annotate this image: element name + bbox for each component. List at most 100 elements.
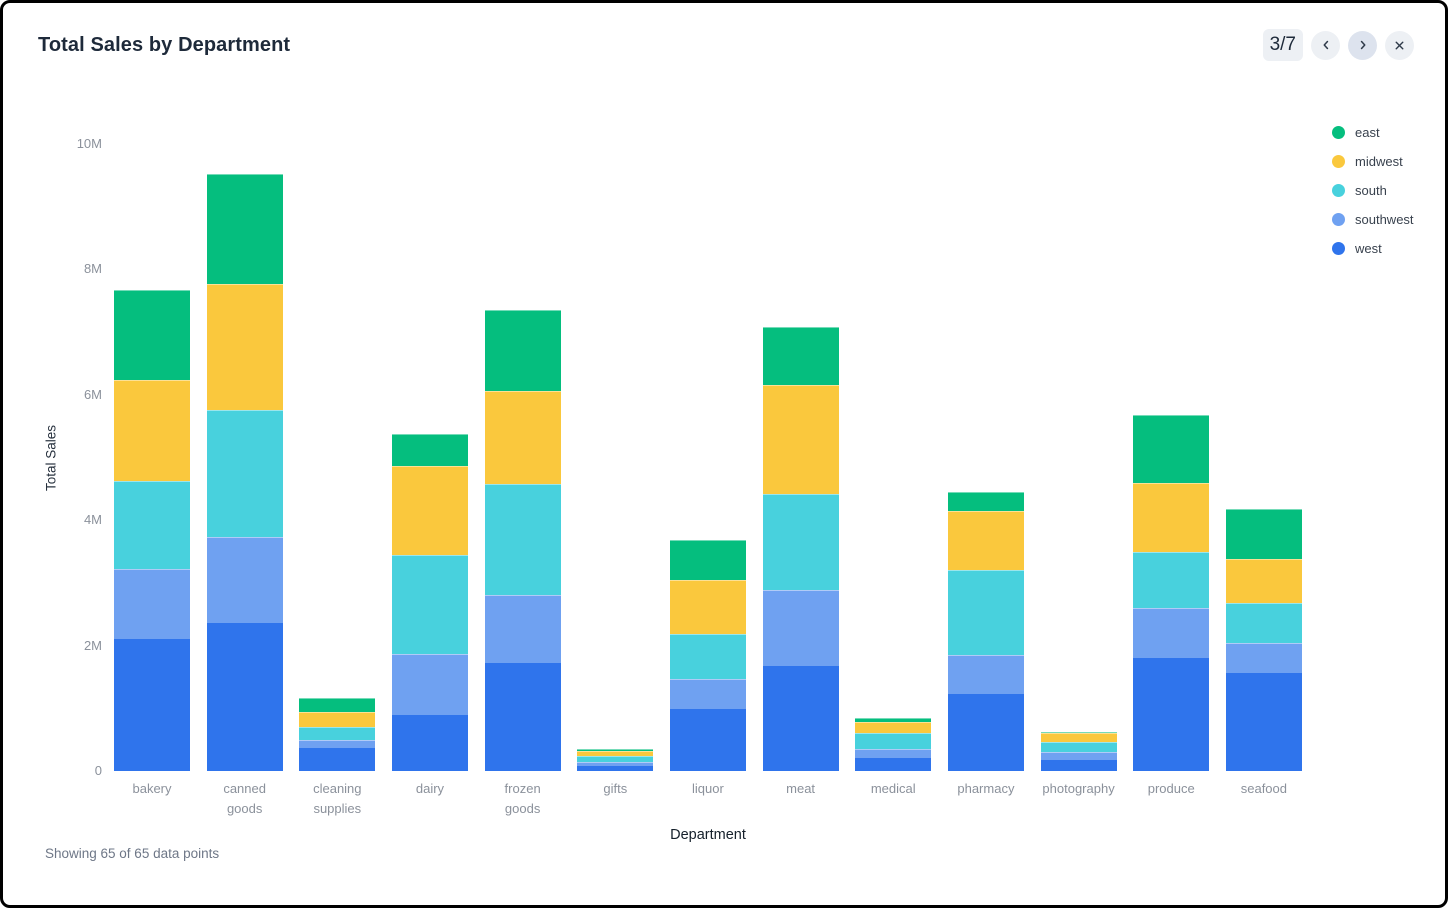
bar-dairy bbox=[391, 144, 468, 771]
y-tick-label: 4M bbox=[83, 512, 102, 528]
y-tick-label: 8M bbox=[83, 261, 102, 277]
bar-segment-midwest-medical[interactable] bbox=[855, 722, 932, 733]
bar-segment-west-liquor[interactable] bbox=[669, 708, 746, 771]
legend-dot-icon bbox=[1332, 184, 1345, 197]
bar-segment-east-canned-goods[interactable] bbox=[206, 174, 283, 284]
legend-item-west[interactable]: west bbox=[1332, 241, 1414, 256]
bar-segment-east-dairy[interactable] bbox=[391, 434, 468, 467]
bar-segment-midwest-seafood[interactable] bbox=[1225, 559, 1302, 603]
bar-segment-southwest-medical[interactable] bbox=[855, 749, 932, 759]
bar-segment-west-produce[interactable] bbox=[1133, 658, 1210, 771]
bar-segment-east-produce[interactable] bbox=[1133, 414, 1210, 484]
bar-segment-west-gifts[interactable] bbox=[577, 765, 654, 771]
bar-segment-west-canned-goods[interactable] bbox=[206, 623, 283, 771]
bar-segment-south-medical[interactable] bbox=[855, 732, 932, 750]
bar-segment-south-bakery[interactable] bbox=[114, 480, 190, 570]
legend-label: east bbox=[1355, 125, 1380, 140]
bar-liquor bbox=[669, 144, 746, 771]
legend-dot-icon bbox=[1332, 126, 1345, 139]
bar-segment-south-photography[interactable] bbox=[1040, 741, 1117, 753]
bar-meat bbox=[762, 144, 839, 771]
chevron-left-icon bbox=[1319, 38, 1333, 52]
bar-segment-southwest-meat[interactable] bbox=[762, 589, 839, 667]
bar-segment-west-photography[interactable] bbox=[1040, 759, 1117, 771]
bar-segment-east-frozen-goods[interactable] bbox=[484, 310, 561, 392]
bar-segment-southwest-seafood[interactable] bbox=[1225, 643, 1302, 674]
bar-segment-midwest-liquor[interactable] bbox=[669, 579, 746, 635]
bar-segment-midwest-dairy[interactable] bbox=[391, 466, 468, 556]
legend-item-east[interactable]: east bbox=[1332, 125, 1414, 140]
bar-canned-goods bbox=[206, 144, 283, 771]
bar-segment-east-liquor[interactable] bbox=[669, 540, 746, 580]
x-tick-label-frozen-goods: frozen goods bbox=[504, 781, 541, 816]
legend-item-southwest[interactable]: southwest bbox=[1332, 212, 1414, 227]
legend-item-midwest[interactable]: midwest bbox=[1332, 154, 1414, 169]
bar-segment-south-canned-goods[interactable] bbox=[206, 409, 283, 538]
bar-segment-midwest-cleaning-supplies[interactable] bbox=[299, 712, 376, 728]
bar-segment-south-meat[interactable] bbox=[762, 493, 839, 590]
bar-segment-southwest-photography[interactable] bbox=[1040, 752, 1117, 760]
bar-segment-south-gifts[interactable] bbox=[577, 755, 654, 763]
bar-segment-east-gifts[interactable] bbox=[577, 749, 654, 751]
bar-segment-south-seafood[interactable] bbox=[1225, 602, 1302, 644]
x-tick-label-dairy: dairy bbox=[415, 781, 445, 796]
bar-segment-southwest-liquor[interactable] bbox=[669, 678, 746, 709]
legend-label: west bbox=[1355, 241, 1382, 256]
bar-segment-east-cleaning-supplies[interactable] bbox=[299, 697, 376, 713]
bar-photography bbox=[1040, 144, 1117, 771]
bar-segment-west-cleaning-supplies[interactable] bbox=[299, 748, 376, 771]
bar-segment-midwest-pharmacy[interactable] bbox=[947, 510, 1024, 570]
bar-segment-east-meat[interactable] bbox=[762, 327, 839, 385]
bar-segment-east-seafood[interactable] bbox=[1225, 508, 1302, 560]
bar-segment-south-frozen-goods[interactable] bbox=[484, 483, 561, 595]
bar-segment-south-liquor[interactable] bbox=[669, 634, 746, 679]
x-axis-labels: bakery canned goods cleaning supplies dairy… bbox=[114, 779, 1302, 819]
next-page-button[interactable] bbox=[1348, 30, 1377, 60]
bar-segment-midwest-bakery[interactable] bbox=[114, 380, 190, 481]
x-tick-label-canned-goods: canned goods bbox=[223, 781, 266, 816]
bar-segment-south-pharmacy[interactable] bbox=[947, 569, 1024, 656]
bar-segment-southwest-gifts[interactable] bbox=[577, 762, 654, 766]
legend-label: midwest bbox=[1355, 154, 1403, 169]
bar-segment-west-frozen-goods[interactable] bbox=[484, 663, 561, 771]
x-tick-label-cleaning-supplies: cleaning supplies bbox=[313, 781, 362, 816]
x-tick-label-meat: meat bbox=[786, 781, 816, 796]
legend-item-south[interactable]: south bbox=[1332, 183, 1414, 198]
bar-segment-midwest-meat[interactable] bbox=[762, 384, 839, 494]
bar-segment-midwest-gifts[interactable] bbox=[577, 750, 654, 756]
bar-segment-south-dairy[interactable] bbox=[391, 555, 468, 654]
bar-segment-midwest-frozen-goods[interactable] bbox=[484, 391, 561, 484]
bar-segment-west-medical[interactable] bbox=[855, 758, 932, 771]
legend-label: southwest bbox=[1355, 212, 1414, 227]
y-tick-label: 2M bbox=[83, 637, 102, 653]
bar-segment-southwest-pharmacy[interactable] bbox=[947, 655, 1024, 694]
bar-segment-southwest-dairy[interactable] bbox=[391, 653, 468, 716]
bar-segment-west-pharmacy[interactable] bbox=[947, 693, 1024, 771]
bar-segment-east-photography[interactable] bbox=[1040, 731, 1117, 734]
bar-segment-midwest-produce[interactable] bbox=[1133, 483, 1210, 553]
bar-medical bbox=[855, 144, 932, 771]
bar-segment-east-medical[interactable] bbox=[855, 718, 932, 723]
bar-segment-southwest-cleaning-supplies[interactable] bbox=[299, 739, 376, 749]
bar-segment-south-cleaning-supplies[interactable] bbox=[299, 727, 376, 740]
bar-segment-east-bakery[interactable] bbox=[114, 290, 190, 381]
bar-segment-southwest-bakery[interactable] bbox=[114, 569, 190, 640]
x-tick-label-produce: produce bbox=[1147, 781, 1195, 796]
bar-segment-east-pharmacy[interactable] bbox=[947, 492, 1024, 511]
bar-segment-midwest-photography[interactable] bbox=[1040, 733, 1117, 742]
bar-pharmacy bbox=[947, 144, 1024, 771]
bar-segment-west-meat[interactable] bbox=[762, 666, 839, 771]
x-tick-label-seafood: seafood bbox=[1240, 781, 1287, 796]
bar-segment-west-seafood[interactable] bbox=[1225, 673, 1302, 771]
bar-segment-southwest-canned-goods[interactable] bbox=[206, 537, 283, 624]
bar-segment-southwest-frozen-goods[interactable] bbox=[484, 594, 561, 664]
prev-page-button[interactable] bbox=[1311, 30, 1340, 60]
y-axis-title: Total Sales bbox=[43, 424, 59, 492]
bar-segment-west-dairy[interactable] bbox=[391, 715, 468, 771]
x-tick-label-gifts: gifts bbox=[603, 781, 628, 796]
bar-segment-midwest-canned-goods[interactable] bbox=[206, 283, 283, 410]
bar-segment-south-produce[interactable] bbox=[1133, 552, 1210, 608]
close-button[interactable] bbox=[1385, 30, 1414, 60]
bar-segment-west-bakery[interactable] bbox=[114, 639, 190, 771]
bar-segment-southwest-produce[interactable] bbox=[1133, 607, 1210, 659]
